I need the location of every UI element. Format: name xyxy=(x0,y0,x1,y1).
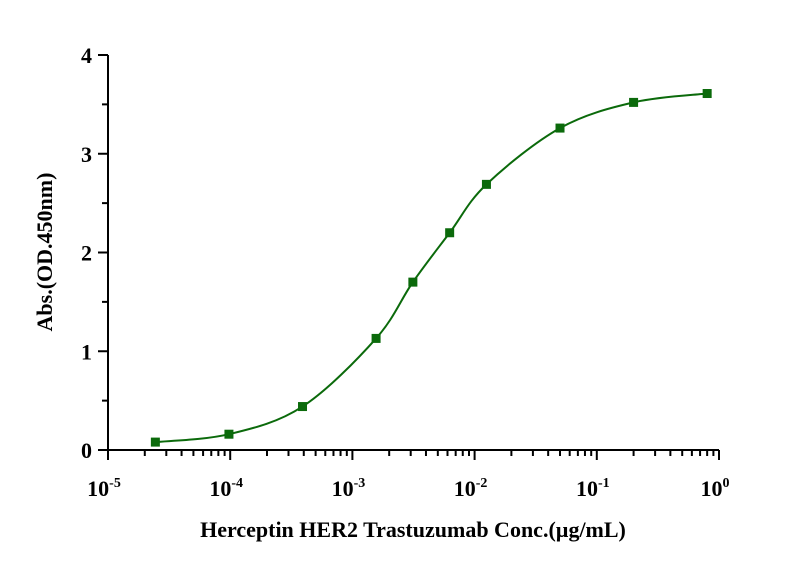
x-tick-base: 10 xyxy=(332,476,354,501)
y-tick-label: 2 xyxy=(81,241,92,266)
data-point xyxy=(555,123,565,133)
x-tick-label: 10-2 xyxy=(454,476,488,501)
y-tick-label: 0 xyxy=(81,438,92,463)
data-point xyxy=(224,429,234,439)
x-tick-base: 10 xyxy=(701,476,723,501)
data-point xyxy=(371,333,381,343)
y-tick-label: 1 xyxy=(81,339,92,364)
y-tick-label: 3 xyxy=(81,142,92,167)
x-tick-label: 10-5 xyxy=(87,476,121,501)
data-point xyxy=(298,402,308,412)
x-tick-label: 10-4 xyxy=(209,476,243,501)
x-tick-label: 10-1 xyxy=(576,476,610,501)
y-axis-title: Abs.(OD.450nm) xyxy=(32,173,57,332)
data-point xyxy=(408,277,418,287)
x-tick-exponent: -1 xyxy=(598,476,610,491)
x-tick-label: 100 xyxy=(701,476,730,501)
data-point xyxy=(481,179,491,189)
x-tick-exponent: 0 xyxy=(723,476,730,491)
x-tick-exponent: -4 xyxy=(231,476,243,491)
data-point xyxy=(702,89,712,99)
x-tick-base: 10 xyxy=(454,476,476,501)
x-tick-base: 10 xyxy=(576,476,598,501)
x-tick-base: 10 xyxy=(87,476,109,501)
x-tick-exponent: -5 xyxy=(109,476,121,491)
x-axis-title: Herceptin HER2 Trastuzumab Conc.(µg/mL) xyxy=(200,517,626,542)
data-point xyxy=(150,437,160,447)
series-line xyxy=(155,92,708,444)
data-point xyxy=(445,228,455,238)
x-tick-base: 10 xyxy=(209,476,231,501)
x-tick-exponent: -3 xyxy=(354,476,366,491)
x-tick-exponent: -2 xyxy=(476,476,488,491)
x-tick-label: 10-3 xyxy=(332,476,366,501)
data-point xyxy=(629,97,639,107)
y-tick-label: 4 xyxy=(81,43,92,68)
